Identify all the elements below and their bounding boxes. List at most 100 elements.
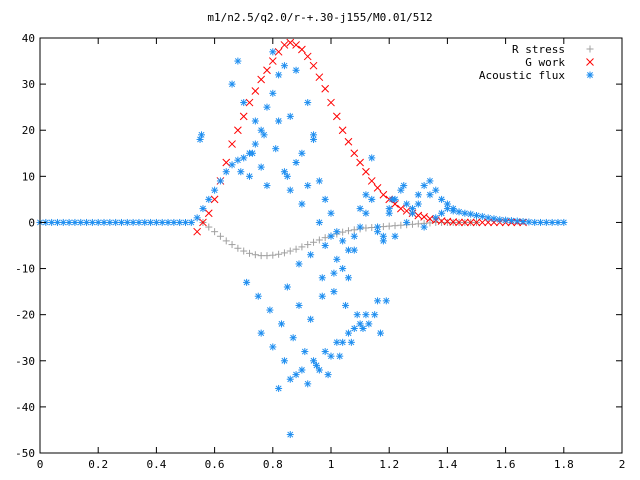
data-point bbox=[365, 320, 373, 328]
data-point bbox=[376, 329, 384, 337]
data-point bbox=[374, 297, 382, 305]
data-point bbox=[362, 209, 370, 217]
data-point bbox=[246, 172, 254, 180]
data-point bbox=[484, 214, 492, 222]
series-acoustic-flux bbox=[36, 48, 568, 439]
data-point bbox=[275, 250, 283, 258]
data-point bbox=[251, 117, 259, 125]
data-point bbox=[211, 186, 219, 194]
data-point bbox=[414, 191, 422, 199]
data-point bbox=[199, 205, 207, 213]
legend-marker bbox=[586, 58, 594, 66]
data-point bbox=[339, 237, 347, 245]
data-point bbox=[251, 87, 260, 95]
data-point bbox=[292, 66, 300, 74]
data-point bbox=[263, 103, 271, 111]
data-point bbox=[222, 237, 230, 245]
data-point bbox=[420, 223, 428, 231]
data-point bbox=[449, 205, 457, 213]
data-point bbox=[237, 168, 245, 176]
data-point bbox=[333, 338, 341, 346]
data-point bbox=[292, 41, 300, 49]
data-point bbox=[472, 218, 481, 227]
data-point bbox=[280, 357, 288, 365]
data-point bbox=[304, 380, 312, 388]
data-point bbox=[379, 232, 387, 240]
data-point bbox=[368, 195, 376, 203]
series-r-stress bbox=[199, 218, 480, 260]
plot-border bbox=[39, 37, 623, 454]
data-point bbox=[196, 135, 204, 143]
data-point bbox=[304, 182, 312, 190]
data-point bbox=[344, 329, 352, 337]
data-point bbox=[240, 154, 248, 162]
legend-marker bbox=[586, 45, 594, 53]
data-point bbox=[269, 343, 277, 351]
data-point bbox=[243, 278, 251, 286]
data-point bbox=[356, 205, 364, 213]
data-point bbox=[420, 213, 428, 221]
data-point bbox=[198, 131, 206, 139]
data-point bbox=[286, 431, 294, 439]
data-point bbox=[321, 84, 330, 93]
y-tick-label: 0 bbox=[28, 216, 35, 229]
series-g-work bbox=[193, 38, 527, 236]
data-point bbox=[324, 371, 332, 379]
data-point bbox=[461, 218, 469, 227]
data-point bbox=[298, 45, 306, 54]
data-point bbox=[490, 215, 498, 223]
data-point bbox=[461, 209, 469, 217]
data-point bbox=[478, 212, 486, 220]
data-point bbox=[204, 209, 213, 218]
data-point bbox=[318, 274, 326, 282]
y-tick-label: -40 bbox=[15, 401, 35, 414]
data-point bbox=[385, 205, 393, 213]
data-point bbox=[286, 247, 294, 255]
data-point bbox=[466, 218, 475, 227]
data-point bbox=[368, 154, 376, 162]
data-point bbox=[53, 218, 61, 226]
data-point bbox=[310, 238, 318, 246]
data-point bbox=[333, 255, 341, 263]
data-point bbox=[234, 57, 242, 65]
data-point bbox=[347, 338, 355, 346]
data-point bbox=[333, 228, 341, 236]
data-point bbox=[286, 186, 294, 194]
data-point bbox=[496, 216, 504, 224]
data-point bbox=[362, 191, 370, 199]
data-point bbox=[193, 214, 201, 222]
data-point bbox=[100, 218, 108, 226]
data-point bbox=[304, 241, 312, 249]
data-point bbox=[379, 237, 387, 245]
x-tick-label: 1.4 bbox=[437, 458, 457, 471]
data-point bbox=[234, 244, 242, 252]
data-point bbox=[246, 249, 254, 257]
series-layer bbox=[36, 38, 568, 439]
y-tick-label: 20 bbox=[22, 124, 35, 137]
data-point bbox=[228, 140, 236, 148]
data-point bbox=[315, 236, 323, 244]
data-point bbox=[254, 292, 262, 300]
data-point bbox=[344, 227, 352, 235]
data-point bbox=[263, 66, 271, 75]
y-tick-label: 40 bbox=[22, 32, 35, 45]
data-point bbox=[278, 320, 286, 328]
data-point bbox=[260, 131, 268, 139]
data-point bbox=[327, 98, 335, 107]
data-point bbox=[269, 48, 277, 56]
data-point bbox=[295, 301, 303, 309]
data-point bbox=[426, 191, 434, 199]
data-point bbox=[478, 218, 487, 227]
data-point bbox=[467, 210, 475, 218]
data-point bbox=[275, 384, 283, 392]
data-point bbox=[344, 137, 353, 146]
data-point bbox=[321, 195, 329, 203]
data-point bbox=[240, 99, 248, 107]
data-point bbox=[248, 149, 256, 157]
y-tick-label: -20 bbox=[15, 309, 35, 322]
data-point bbox=[257, 75, 266, 84]
data-point bbox=[106, 218, 114, 226]
data-point bbox=[414, 200, 422, 208]
data-point bbox=[443, 200, 451, 208]
data-point bbox=[408, 209, 416, 217]
